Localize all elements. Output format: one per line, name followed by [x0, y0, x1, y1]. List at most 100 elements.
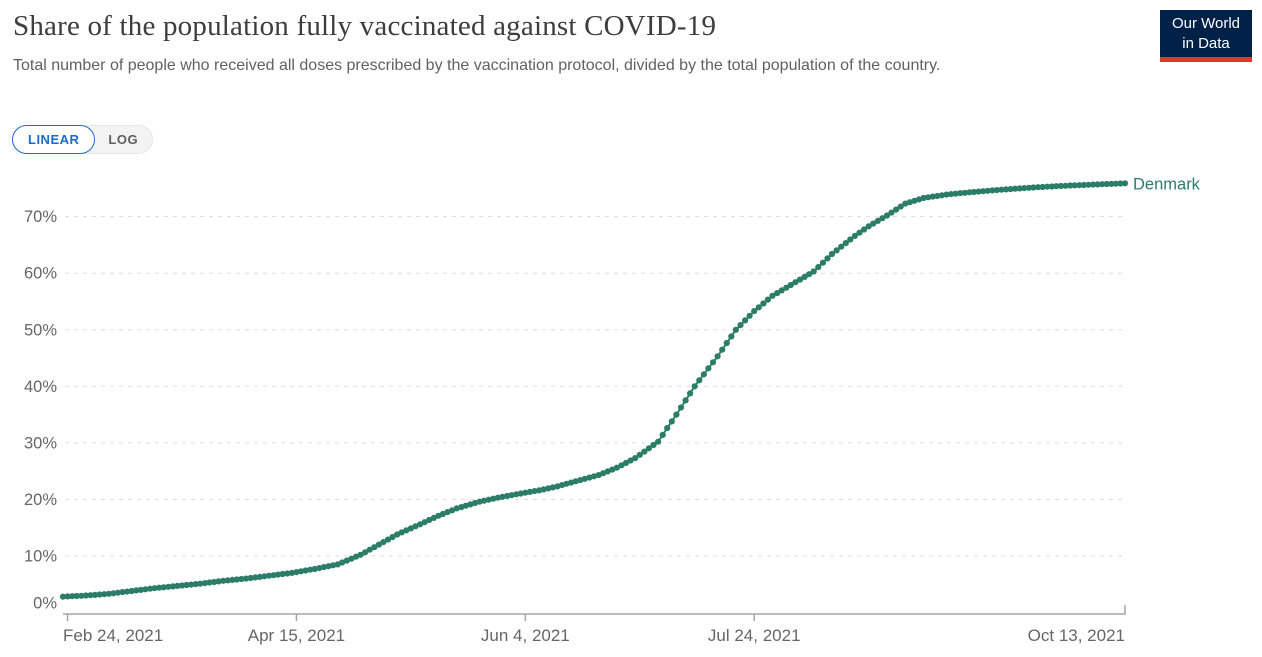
series-point — [224, 577, 231, 584]
y-tick-label: 60% — [24, 265, 57, 283]
series-point — [513, 491, 520, 498]
series-point — [1108, 180, 1115, 187]
series-point — [751, 308, 758, 315]
series-point — [197, 580, 204, 587]
series-point — [664, 425, 671, 432]
chart-area[interactable]: 0% 10% 20% 30% 40% 50% 60% 70% Feb 24, 2021 Apr 1… — [0, 160, 1262, 657]
series-point — [714, 353, 721, 360]
owid-logo[interactable]: Our World in Data — [1160, 10, 1252, 62]
x-tick-label: Jun 4, 2021 — [481, 626, 570, 645]
series-point — [810, 268, 817, 275]
series-label: Denmark — [1133, 175, 1201, 193]
series-point — [709, 359, 717, 366]
series-point — [883, 212, 891, 219]
series-point — [1044, 183, 1051, 190]
series-point — [1034, 184, 1042, 191]
series-point — [508, 492, 515, 499]
series-point — [1117, 180, 1124, 187]
series-point — [91, 591, 99, 598]
log-button[interactable]: LOG — [108, 132, 139, 147]
series-point — [627, 457, 634, 464]
series-point — [78, 592, 85, 599]
series-point — [220, 577, 227, 584]
series-point — [1094, 181, 1101, 188]
series-point — [764, 296, 772, 303]
series-point — [998, 186, 1005, 193]
owid-logo-line1: Our World — [1171, 15, 1241, 32]
series-point — [124, 588, 131, 595]
series-point — [421, 519, 428, 526]
series-point — [787, 281, 794, 289]
series-point — [655, 438, 662, 445]
series-point — [1016, 185, 1023, 192]
series-point — [1121, 180, 1129, 187]
series-point — [1048, 183, 1055, 190]
series-point — [874, 217, 881, 224]
series-point — [719, 346, 726, 353]
series-point — [1085, 181, 1092, 188]
series-point — [870, 220, 877, 227]
owid-logo-line2: in Data — [1182, 35, 1230, 52]
series-point — [673, 411, 680, 418]
series-point — [275, 571, 282, 578]
x-axis-line — [63, 605, 1126, 615]
series-point — [897, 203, 904, 210]
series-point — [970, 188, 978, 196]
series-point — [1112, 180, 1119, 187]
series-point — [174, 582, 181, 589]
series-point — [742, 317, 749, 324]
series-point — [87, 592, 94, 599]
series-point — [934, 192, 941, 200]
series-point — [1103, 180, 1110, 188]
series-point — [856, 229, 863, 236]
series-point — [371, 544, 378, 551]
linear-button[interactable]: LINEAR — [12, 125, 96, 154]
series-point — [796, 276, 804, 283]
series-point — [1002, 186, 1010, 193]
series-point — [815, 264, 822, 271]
series-point — [989, 187, 996, 194]
series-point — [64, 593, 71, 600]
series-point — [801, 273, 808, 280]
series-point — [101, 591, 108, 598]
series-point — [632, 455, 639, 462]
series-point — [920, 194, 927, 202]
series-point — [700, 371, 708, 378]
series-point — [233, 576, 240, 583]
series-point — [774, 290, 781, 297]
series-point — [682, 397, 689, 404]
series-point — [1057, 182, 1064, 190]
series-point — [96, 591, 103, 598]
series-point — [755, 304, 762, 311]
series-point — [73, 592, 80, 600]
series-point — [188, 581, 195, 588]
series-point — [156, 584, 163, 591]
series-point — [146, 585, 154, 592]
series-point — [1089, 181, 1097, 188]
series-point — [307, 566, 314, 573]
y-tick-label: 20% — [24, 491, 57, 509]
series-point — [861, 226, 868, 233]
series-point — [320, 564, 327, 571]
y-tick-label: 40% — [24, 378, 57, 396]
chart-svg[interactable]: 0% 10% 20% 30% 40% 50% 60% 70% Feb 24, 2021 Apr 1… — [0, 160, 1262, 657]
series-point — [938, 192, 946, 199]
y-tick-label: 50% — [24, 321, 57, 339]
x-tick-label: Oct 13, 2021 — [1028, 626, 1125, 645]
series-point — [1053, 183, 1060, 190]
series-point — [133, 587, 140, 594]
series-point — [297, 568, 305, 575]
x-tick-label: Jul 24, 2021 — [708, 626, 801, 645]
series-point — [677, 404, 685, 411]
series-point — [957, 190, 964, 197]
series-point — [151, 585, 158, 592]
series-point — [696, 377, 703, 384]
series-point — [389, 533, 396, 541]
series-point — [668, 418, 675, 425]
series-point — [760, 300, 767, 307]
series-point — [728, 333, 735, 340]
series-point — [325, 563, 332, 570]
series-point — [1080, 181, 1087, 189]
series-point — [82, 592, 89, 599]
